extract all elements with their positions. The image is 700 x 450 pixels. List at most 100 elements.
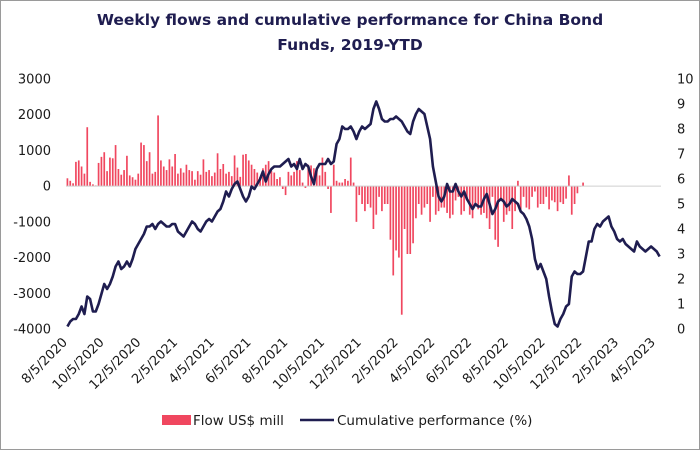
flow-bar: [434, 186, 437, 215]
flow-bar: [86, 127, 89, 187]
flow-bar: [449, 186, 451, 219]
right-axis-tick-label: 2: [677, 273, 685, 288]
flow-bar: [429, 186, 431, 222]
flow-bar: [279, 177, 281, 187]
flow-bar: [216, 153, 219, 187]
flow-bar: [409, 186, 412, 254]
flow-bar: [426, 186, 429, 204]
left-axis-tick-label: 3000: [18, 73, 51, 88]
flow-bar: [491, 186, 494, 197]
flow-bar: [154, 171, 157, 187]
right-axis-tick-label: 9: [677, 98, 685, 113]
flow-bar: [293, 171, 295, 187]
flow-bar: [386, 186, 389, 204]
flow-bar: [519, 186, 522, 210]
flow-bar: [332, 164, 335, 187]
flow-bar: [245, 154, 247, 187]
right-axis-tick-label: 3: [677, 248, 685, 263]
flow-bar: [364, 186, 366, 212]
flow-bar: [182, 172, 185, 187]
flow-bars: [66, 115, 584, 315]
flow-bar: [287, 171, 290, 187]
left-axis-tick-label: 0: [43, 180, 51, 195]
flow-bar: [378, 186, 380, 197]
flow-bar: [202, 159, 205, 187]
chart-title-line-2: Funds, 2019-YTD: [277, 36, 423, 54]
left-axis-tick-label: 1000: [18, 144, 51, 159]
flow-bar: [250, 164, 253, 187]
flow-bar: [553, 186, 556, 203]
flow-bar: [392, 186, 395, 276]
flow-bar: [389, 186, 392, 240]
flow-bar: [143, 145, 145, 187]
left-axis-tick-label: -1000: [13, 215, 51, 230]
flow-bar: [160, 160, 162, 187]
flow-bar: [508, 186, 511, 212]
flow-bar: [570, 186, 573, 215]
flow-bar: [168, 159, 171, 187]
flow-bar: [165, 170, 168, 187]
flow-bar: [123, 170, 125, 187]
flow-bar: [565, 186, 567, 199]
flow-bar: [225, 173, 227, 187]
right-axis-tick-label: 1: [677, 298, 685, 313]
flow-bar: [500, 186, 502, 201]
flow-bar: [485, 186, 488, 219]
flow-bar: [497, 186, 499, 247]
flow-bar: [468, 186, 471, 215]
flow-bar: [137, 173, 140, 187]
flow-bar: [66, 178, 69, 187]
flow-bar: [213, 172, 216, 187]
flow-bar: [440, 186, 443, 208]
flow-bar: [134, 179, 137, 187]
flow-bar: [545, 186, 548, 197]
flow-bar: [270, 171, 273, 187]
flow-bar: [171, 166, 174, 187]
flow-bar: [177, 173, 179, 187]
flow-bar: [185, 164, 188, 187]
flow-bar: [111, 158, 114, 187]
legend: Flow US$ mill Cumulative performance (%): [162, 413, 532, 429]
flow-bar: [446, 186, 448, 213]
flow-bar: [562, 186, 565, 204]
left-axis-ticks: 3000 2000 1000 0 -1000 -2000 -3000 -4000: [13, 73, 51, 338]
flow-bar: [395, 186, 397, 251]
flow-bar: [466, 186, 468, 201]
right-axis-tick-label: 0: [677, 323, 685, 338]
flow-bar: [72, 183, 74, 187]
flow-bar: [412, 186, 414, 244]
flow-bar: [415, 186, 417, 219]
flow-bar: [417, 186, 420, 204]
flow-bar: [369, 186, 372, 208]
flow-bar: [517, 180, 519, 187]
flow-bar: [179, 168, 182, 187]
flow-bar: [259, 177, 261, 187]
flow-bar: [381, 186, 383, 212]
flow-bar: [296, 161, 298, 187]
flow-bar: [432, 186, 434, 197]
flow-bar: [361, 186, 363, 204]
flow-bar: [451, 186, 454, 215]
flow-bar: [236, 167, 239, 187]
flow-bar: [383, 186, 386, 204]
flow-bar: [321, 157, 324, 187]
flow-bar: [131, 177, 134, 187]
cumulative-performance-line: [66, 100, 661, 328]
flow-bar: [219, 169, 222, 187]
flow-bar: [256, 172, 259, 187]
flow-bar: [157, 115, 159, 187]
flow-bar: [474, 186, 477, 204]
right-axis-tick-label: 5: [677, 198, 685, 213]
flow-bar: [253, 169, 256, 187]
flow-bar: [199, 174, 202, 187]
flow-bar: [222, 164, 225, 187]
flow-bar: [330, 186, 332, 213]
flow-bar: [83, 173, 86, 187]
flow-bar: [511, 186, 514, 229]
flow-bar: [205, 171, 208, 187]
flow-bar: [522, 186, 525, 197]
flow-bar: [208, 170, 210, 187]
flow-bar: [539, 186, 542, 204]
flow-bar: [318, 175, 321, 187]
